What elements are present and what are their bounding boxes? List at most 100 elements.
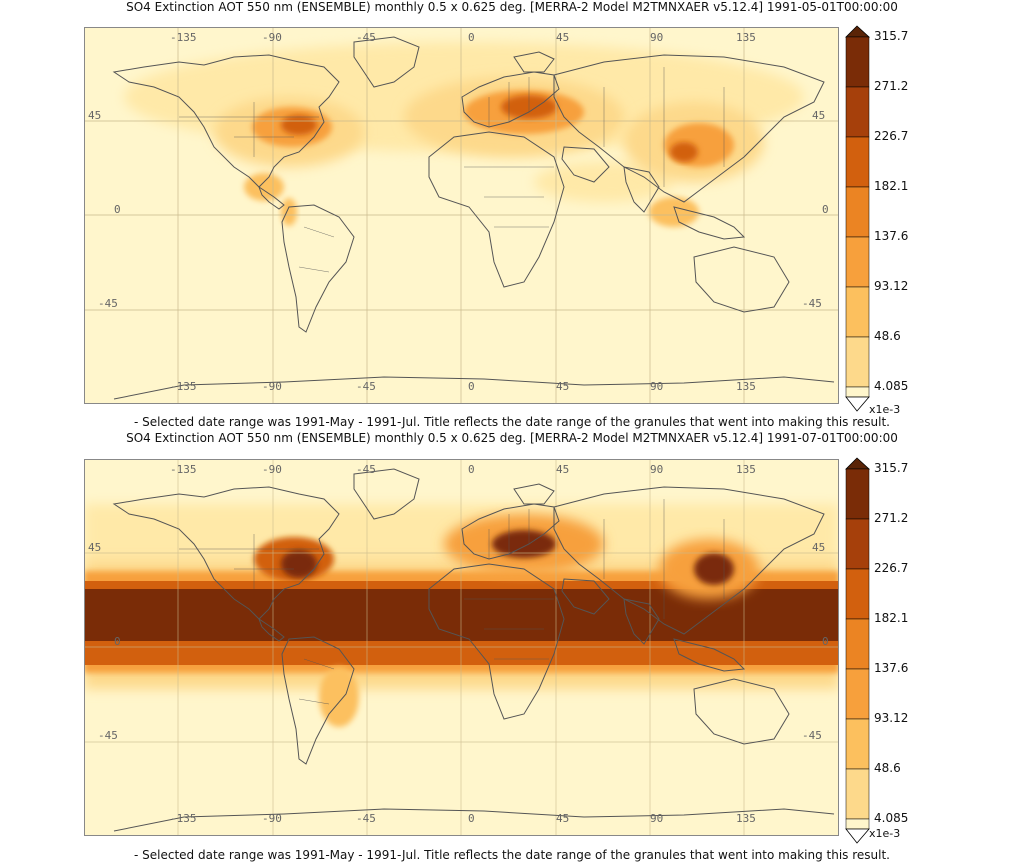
colorbar-bin [845, 668, 870, 720]
colorbar-bin [845, 336, 870, 388]
colorbar-label: 137.6 [874, 661, 909, 675]
axis-tick-labels: -135 -90 -45 0 45 90 135 -135 -90 -45 0 … [88, 463, 829, 825]
colorbar-bin [845, 186, 870, 238]
colorbar-bin [845, 286, 870, 338]
lon-label-top: 90 [650, 463, 663, 476]
map-title: SO4 Extinction AOT 550 nm (ENSEMBLE) mon… [126, 431, 898, 445]
grid-lines [84, 459, 839, 836]
colorbar-label: 182.1 [874, 611, 909, 625]
lon-label-bottom: -90 [262, 812, 282, 825]
colorbar-label: 93.12 [874, 711, 909, 725]
lat-label-right: 0 [822, 635, 829, 648]
map-caption: - Selected date range was 1991-May - 199… [134, 415, 890, 429]
colorbar-underflow-low-arrow [845, 828, 870, 844]
lat-label-left: 45 [88, 109, 101, 122]
colorbar-bin [845, 36, 870, 88]
colorbar-svg [845, 25, 871, 412]
lon-label-top: -135 [170, 463, 197, 476]
plume-east-us-peak [281, 115, 317, 135]
colorbar-overflow-high-arrow [845, 457, 871, 470]
lon-label-top: -45 [356, 463, 376, 476]
lon-label-bottom: -45 [356, 380, 376, 393]
colorbar-underflow-low-arrow [845, 396, 870, 412]
colorbar-overflow-high-arrow [845, 25, 871, 38]
colorbar-bin [845, 468, 870, 520]
lat-label-left: 0 [114, 203, 121, 216]
lat-label-left: 0 [114, 635, 121, 648]
colorbar-units: x1e-3 [869, 827, 901, 840]
colorbar-label: 4.085 [874, 811, 909, 825]
lon-label-top: 90 [650, 31, 663, 44]
lon-label-top: 135 [736, 31, 756, 44]
colorbar-bin [845, 818, 870, 830]
colorbar-label: 271.2 [874, 79, 909, 93]
colorbar-bin [845, 86, 870, 138]
map-frame: -135 -90 -45 0 45 90 135 -135 -90 -45 0 … [84, 459, 839, 836]
lon-label-top: 135 [736, 463, 756, 476]
colorbar-label: 271.2 [874, 511, 909, 525]
colorbar-svg [845, 457, 871, 844]
lat-label-right: -45 [802, 297, 822, 310]
colorbar-bin [845, 718, 870, 770]
colorbar-label: 315.7 [874, 461, 909, 475]
plume-europe-peak [492, 530, 556, 558]
map-border [84, 27, 839, 404]
haze-southern-tongue [319, 667, 359, 727]
plume-east-us-peak [281, 550, 317, 578]
lon-label-top: 0 [468, 463, 475, 476]
colorbar-label: 93.12 [874, 279, 909, 293]
lat-label-right: 0 [822, 203, 829, 216]
lat-label-right: 45 [812, 541, 825, 554]
lon-label-bottom: -90 [262, 380, 282, 393]
colorbar-bin [845, 386, 870, 398]
map-border [84, 459, 839, 836]
colorbar [845, 25, 871, 422]
colorbar-bin [845, 518, 870, 570]
plume-southeast-asia [649, 197, 699, 227]
grid-lines [84, 27, 839, 404]
plume-central-america [244, 173, 284, 201]
lon-label-bottom: 90 [650, 380, 663, 393]
lon-label-bottom: -135 [170, 380, 197, 393]
lat-label-left: -45 [98, 297, 118, 310]
map-panel-july: -135 -90 -45 0 45 90 135 -135 -90 -45 0 … [0, 457, 1024, 859]
colorbar-label: 48.6 [874, 329, 901, 343]
lon-label-bottom: 90 [650, 812, 663, 825]
lon-label-bottom: -45 [356, 812, 376, 825]
lon-label-top: -45 [356, 31, 376, 44]
lat-label-right: 45 [812, 109, 825, 122]
map-title: SO4 Extinction AOT 550 nm (ENSEMBLE) mon… [126, 0, 898, 14]
plume-andes [281, 198, 297, 226]
map-caption: - Selected date range was 1991-May - 199… [134, 848, 890, 862]
lon-label-top: -135 [170, 31, 197, 44]
lat-label-left: -45 [98, 729, 118, 742]
aerosol-field [84, 504, 839, 727]
colorbar-bin [845, 768, 870, 820]
colorbar-label: 182.1 [874, 179, 909, 193]
colorbar-bin [845, 618, 870, 670]
plume-east-asia-peak [694, 553, 734, 585]
colorbar-label: 48.6 [874, 761, 901, 775]
lon-label-bottom: 135 [736, 812, 756, 825]
lon-label-bottom: -135 [170, 812, 197, 825]
colorbar-label: 226.7 [874, 129, 909, 143]
colorbar-label: 137.6 [874, 229, 909, 243]
lon-label-bottom: 45 [556, 812, 569, 825]
plume-east-asia-peak [670, 142, 698, 162]
colorbar-label: 315.7 [874, 29, 909, 43]
country-borders [179, 499, 725, 705]
map-panel-may: -135 -90 -45 0 45 90 135 -135 -90 -45 0 … [0, 25, 1024, 427]
colorbar-label: 226.7 [874, 561, 909, 575]
plume-middle-east [534, 162, 674, 202]
lon-label-top: -90 [262, 31, 282, 44]
coastlines [112, 468, 835, 832]
lon-label-top: 45 [556, 463, 569, 476]
colorbar-bin [845, 236, 870, 288]
lon-label-bottom: 135 [736, 380, 756, 393]
aerosol-field [124, 42, 804, 227]
lon-label-bottom: 0 [468, 380, 475, 393]
axis-tick-labels: -135 -90 -45 0 45 90 135 -135 -90 -45 0 … [88, 31, 829, 393]
lat-label-left: 45 [88, 541, 101, 554]
map-frame: -135 -90 -45 0 45 90 135 -135 -90 -45 0 … [84, 27, 839, 404]
colorbar-units: x1e-3 [869, 403, 901, 416]
